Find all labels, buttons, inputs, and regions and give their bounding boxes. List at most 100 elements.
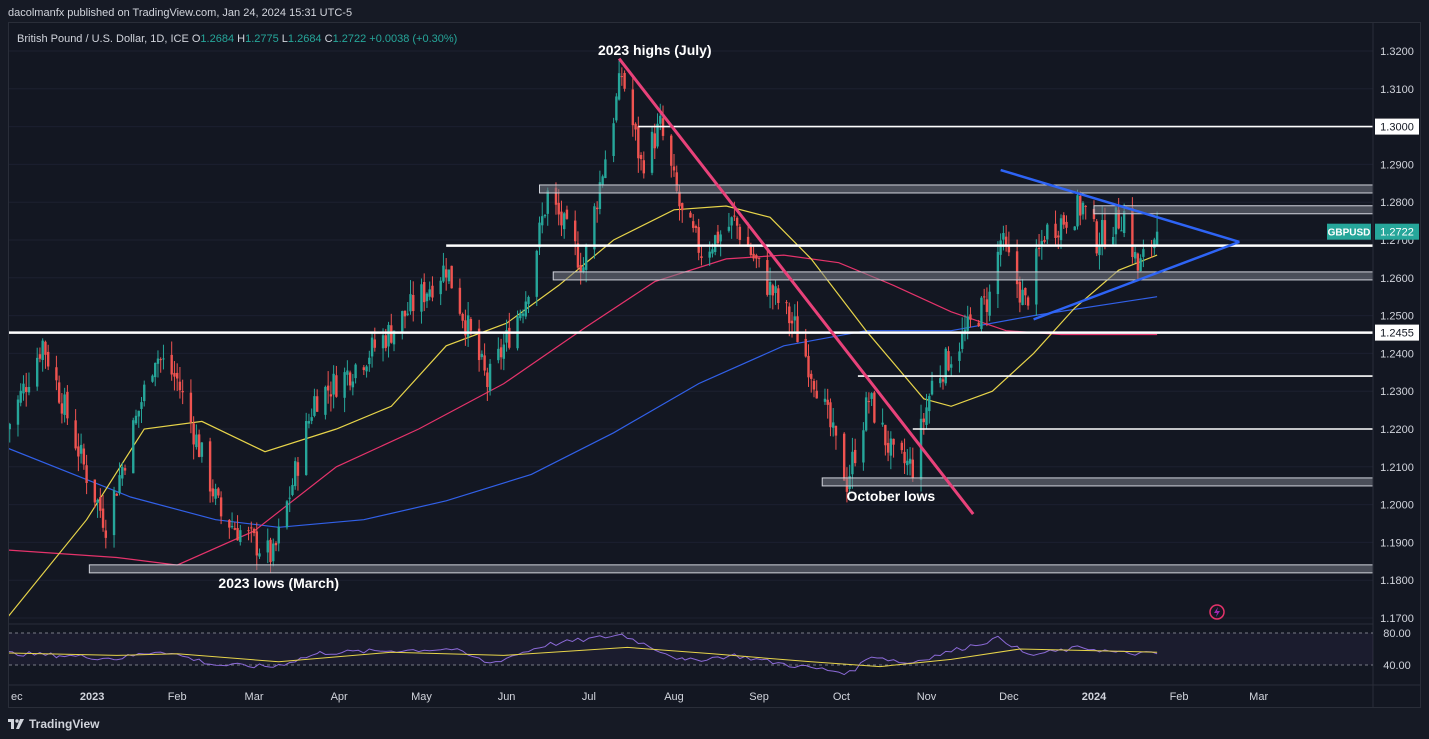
candle-body [790, 320, 794, 324]
candle-body [867, 401, 871, 403]
candle-body [79, 444, 83, 454]
price-axis-label: 1.2100 [1380, 462, 1414, 474]
candle-body [390, 325, 393, 343]
candle-body [82, 448, 86, 465]
candle-body [502, 344, 506, 359]
candle-body [200, 442, 204, 457]
chart-panel[interactable]: 2023 highs (July) 2023 lows (March) Octobe… [8, 22, 1421, 708]
candle-body [1153, 239, 1156, 249]
candle-body [873, 392, 876, 423]
candle-body [85, 465, 88, 483]
candle-body [154, 362, 157, 378]
candle-body [1084, 205, 1087, 207]
candle-body [939, 378, 942, 384]
candle-body [57, 382, 61, 403]
candle-body [214, 488, 217, 499]
candle-body [499, 347, 503, 358]
candle-body [211, 488, 215, 497]
candle-body [1139, 258, 1142, 272]
time-axis-label: 2024 [1082, 691, 1107, 703]
candle-body [450, 265, 453, 289]
price-chart[interactable]: 2023 highs (July) 2023 lows (March) Octobe… [9, 23, 1420, 707]
candle-body [324, 386, 327, 415]
candle-body [112, 490, 116, 536]
candle-body [546, 190, 549, 214]
candle-body [928, 396, 931, 412]
candle-body [969, 314, 972, 320]
candle-body [768, 281, 772, 295]
candle-body [1081, 202, 1085, 215]
candle-body [277, 526, 280, 544]
candle-body [25, 387, 28, 392]
candle-body [137, 410, 140, 417]
candle-body [258, 553, 261, 557]
candle-body [950, 364, 953, 368]
candle-body [181, 390, 184, 393]
candle-body [1120, 230, 1123, 232]
candle-body [123, 468, 127, 471]
candle-body [519, 313, 522, 319]
candle-body [9, 424, 11, 430]
candle-body [412, 294, 415, 312]
candle-body [650, 131, 654, 173]
candle-body [173, 372, 176, 377]
candle-body [121, 466, 124, 479]
price-label-box [1375, 118, 1419, 135]
price-axis-label: 1.3200 [1380, 46, 1414, 58]
candle-body [785, 302, 788, 304]
footer: TradingView [8, 712, 99, 736]
candle-body [851, 451, 854, 475]
candle-body [944, 348, 947, 384]
candle-body [862, 430, 865, 463]
candle-body [38, 354, 42, 359]
time-axis-label: ec [11, 691, 23, 703]
candle-body [140, 402, 143, 409]
candle-body [554, 187, 558, 205]
candle-body [697, 227, 700, 253]
candle-body [980, 297, 983, 329]
candle-body [656, 123, 659, 147]
candle-body [1073, 226, 1076, 231]
candle-body [464, 320, 467, 336]
candle-body [1117, 209, 1120, 229]
candle-body [582, 267, 585, 273]
candle-body [230, 526, 234, 528]
candle-body [368, 357, 371, 365]
candle-body [294, 461, 297, 487]
candle-body [815, 390, 818, 399]
candle-body [670, 135, 673, 166]
candle-body [250, 527, 253, 529]
candle-body [642, 160, 646, 174]
candle-body [615, 96, 618, 121]
candle-body [466, 315, 470, 337]
candle-body [486, 372, 489, 388]
candle-body [1155, 231, 1159, 247]
candle-body [925, 407, 928, 425]
candle-body [192, 423, 195, 445]
support-resistance-zone [88, 564, 1374, 574]
sma100-line [9, 254, 1158, 566]
candle-body [700, 256, 703, 259]
candle-body [812, 380, 816, 390]
time-axis-label: Nov [917, 691, 937, 703]
candle-body [115, 493, 118, 496]
candle-body [985, 299, 989, 312]
candle-body [604, 159, 607, 179]
candle-body [423, 282, 426, 303]
candle-body [19, 390, 22, 403]
candle-body [74, 420, 77, 449]
symbol-tag-label: GBPUSD [1328, 228, 1371, 239]
candle-body [351, 381, 355, 388]
candle-body [313, 396, 316, 416]
candle-body [508, 327, 511, 348]
candle-body [884, 424, 887, 446]
time-axis-label: Jun [498, 691, 516, 703]
sma200-line [9, 296, 1158, 528]
time-axis-label: Oct [833, 691, 850, 703]
candle-body [1015, 251, 1019, 285]
candle-body [332, 373, 335, 395]
candle-body [601, 176, 604, 186]
candle-body [134, 415, 138, 424]
candle-body [774, 286, 777, 294]
candle-body [447, 269, 451, 282]
